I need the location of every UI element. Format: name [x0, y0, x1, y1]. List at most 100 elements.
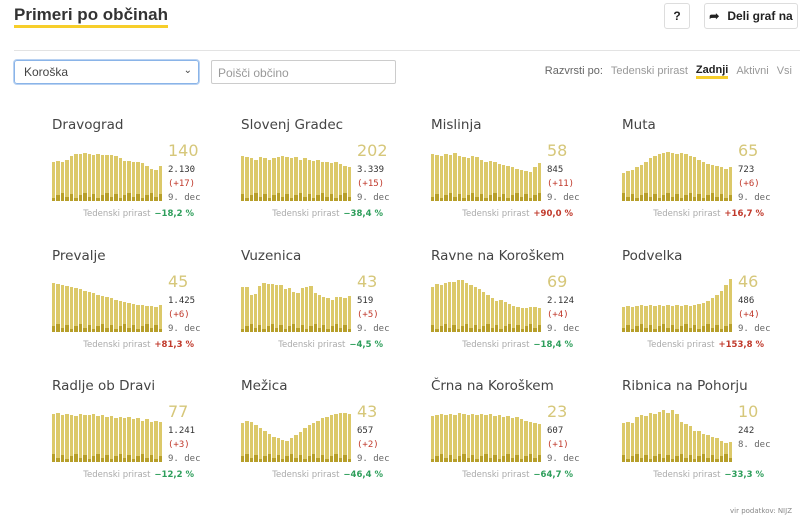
- municipality-card[interactable]: Ribnica na Pohorju 10 242 8. dec Tedensk…: [622, 378, 792, 493]
- chart-bar: [263, 430, 267, 462]
- chart-bar: [158, 421, 162, 462]
- chart-bar-dark: [339, 327, 343, 332]
- municipality-card[interactable]: Črna na Koroškem 23 607 (+1) 9. dec Tede…: [431, 378, 601, 493]
- chart-bar: [506, 416, 510, 462]
- help-button[interactable]: ?: [664, 3, 690, 29]
- chart-bar-dark: [118, 197, 122, 201]
- chart-bar: [648, 412, 653, 462]
- chart-bar: [298, 159, 303, 201]
- chart-bar: [502, 417, 506, 462]
- weekly-value: +153,8 %: [718, 340, 764, 350]
- municipality-card[interactable]: Muta 65 723 (+6) 9. dec Tedenski prirast…: [622, 117, 792, 232]
- municipality-card[interactable]: Dravograd 140 2.130 (+17) 9. dec Tedensk…: [52, 117, 222, 232]
- chart-bar-dark: [312, 454, 316, 462]
- share-button[interactable]: ➦ Deli graf na: [704, 3, 798, 29]
- active-cases: 58: [547, 141, 568, 160]
- chart-bar-dark: [648, 196, 653, 201]
- municipality-card[interactable]: Podvelka 46 486 (+4) 9. dec Tedenski pri…: [622, 248, 792, 363]
- chart-bar: [300, 288, 304, 332]
- chart-bar-dark: [131, 196, 136, 201]
- chart-bar: [537, 423, 541, 462]
- chart-bar: [666, 151, 670, 201]
- chart-bar: [127, 417, 131, 462]
- chart-bar: [127, 302, 131, 332]
- page-title: Primeri po občinah: [14, 6, 168, 28]
- chart-bar: [289, 438, 294, 462]
- chart-bar-dark: [488, 457, 493, 462]
- sort-active[interactable]: Aktivni: [736, 65, 769, 77]
- chart-bar-dark: [661, 195, 666, 201]
- chart-bar-dark: [123, 457, 127, 462]
- chart-bar-dark: [626, 325, 630, 332]
- municipality-card[interactable]: Ravne na Koroškem 69 2.124 (+4) 9. dec T…: [431, 248, 601, 363]
- sort-weekly[interactable]: Tedenski prirast: [610, 65, 688, 77]
- chart-bar: [96, 295, 100, 332]
- chart-bar: [724, 284, 728, 332]
- chart-bar-dark: [289, 197, 294, 201]
- daily-increase: (+2): [357, 440, 379, 450]
- chart-bar-dark: [493, 193, 497, 201]
- chart-bar-dark: [724, 326, 728, 332]
- chart-bar-dark: [626, 196, 630, 201]
- total-cases: 3.339: [357, 165, 385, 175]
- chart-bar-dark: [670, 325, 675, 332]
- chart-bar: [334, 297, 339, 332]
- chart-bar-dark: [479, 456, 484, 462]
- total-cases: 657: [357, 426, 374, 436]
- chart-bar-dark: [679, 197, 684, 201]
- chart-bar: [272, 158, 276, 201]
- chart-bar: [292, 291, 296, 332]
- chart-bar: [114, 299, 118, 332]
- chart-bar-dark: [127, 327, 131, 332]
- chart-bar-dark: [136, 456, 140, 462]
- municipality-name: Ribnica na Pohorju: [622, 378, 748, 394]
- chart-bar: [343, 298, 347, 332]
- chart-bar: [635, 417, 639, 462]
- chart-bar: [510, 418, 515, 462]
- sort-all[interactable]: Vsi: [776, 65, 792, 77]
- region-select[interactable]: Koroška ⌄: [14, 60, 199, 84]
- total-cases: 1.241: [168, 426, 196, 436]
- date: 9. dec: [738, 193, 771, 203]
- chart-bar: [635, 167, 639, 201]
- chart-bar: [343, 166, 347, 201]
- chart-bar: [245, 287, 249, 332]
- sort-latest[interactable]: Zadnji: [695, 65, 729, 79]
- weekly-label: Tedenski prirast: [653, 209, 721, 219]
- chart-bar: [145, 419, 149, 462]
- chart-bar: [320, 418, 325, 462]
- chart-bar-dark: [679, 454, 684, 462]
- weekly-value: −46,4 %: [343, 470, 383, 480]
- chart-bar: [524, 308, 529, 332]
- chart-bar: [296, 292, 300, 332]
- chart-bar-dark: [528, 197, 533, 201]
- municipality-card[interactable]: Mežica 43 657 (+2) 9. dec Tedenski prira…: [241, 378, 411, 493]
- municipality-card[interactable]: Radlje ob Dravi 77 1.241 (+3) 9. dec Ted…: [52, 378, 222, 493]
- chart-bar: [309, 286, 313, 332]
- chart-bar: [272, 437, 276, 462]
- chart-bar: [326, 298, 330, 332]
- municipality-search-input[interactable]: Poišči občino: [211, 60, 396, 84]
- chart-bar-dark: [96, 454, 100, 462]
- chart-bar: [140, 162, 145, 201]
- municipality-card[interactable]: Vuzenica 43 519 (+5) 9. dec Tedenski pri…: [241, 248, 411, 363]
- chart-bar-dark: [254, 193, 258, 201]
- chart-bar-dark: [313, 324, 317, 332]
- municipality-card[interactable]: Mislinja 58 845 (+11) 9. dec Tedenski pr…: [431, 117, 601, 232]
- chart-bar-dark: [145, 324, 149, 332]
- chart-bar-dark: [312, 197, 316, 201]
- chart-bar: [697, 159, 701, 201]
- municipality-card[interactable]: Slovenj Gradec 202 3.339 (+15) 9. dec Te…: [241, 117, 411, 232]
- chart-bar-dark: [728, 457, 732, 462]
- municipality-card[interactable]: Prevalje 45 1.425 (+6) 9. dec Tedenski p…: [52, 248, 222, 363]
- chart-bar-dark: [249, 457, 254, 462]
- chart-bar-dark: [149, 193, 154, 201]
- chart-bar: [510, 167, 515, 201]
- active-cases: 10: [738, 402, 759, 421]
- chart-bar: [87, 153, 91, 201]
- chart-bar-dark: [296, 327, 300, 332]
- chart-bar-dark: [283, 328, 287, 332]
- weekly-label: Tedenski prirast: [647, 340, 715, 350]
- daily-increase: (+3): [168, 440, 190, 450]
- chart-bar-dark: [648, 325, 653, 332]
